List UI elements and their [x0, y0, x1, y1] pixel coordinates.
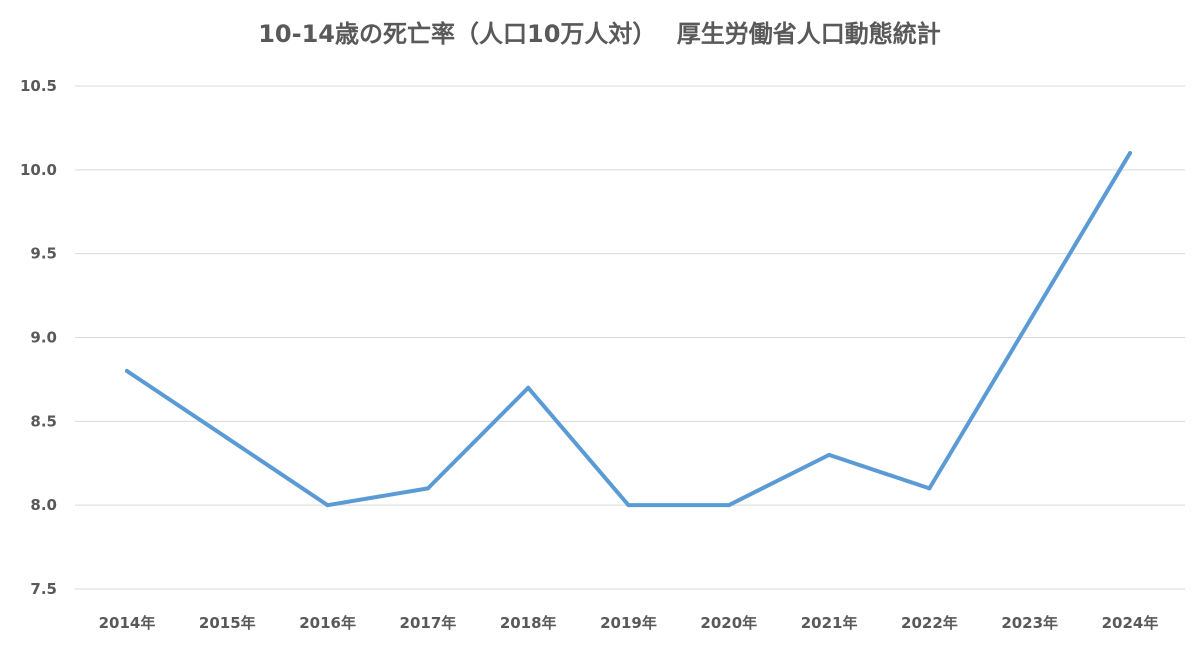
series-layer	[125, 151, 1132, 508]
series-line	[125, 151, 1132, 508]
gridlines	[75, 85, 1185, 590]
x-tick-label: 2019年	[600, 614, 657, 632]
x-tick-label: 2023年	[1001, 614, 1058, 632]
x-tick-label: 2021年	[801, 614, 858, 632]
chart-title: 10-14歳の死亡率（人口10万人対） 厚生労働省人口動態統計	[258, 20, 941, 48]
data-point	[325, 503, 330, 508]
data-point	[1027, 318, 1032, 323]
x-axis-ticks: 2014年 2015年 2016年 2017年 2018年 2019年 2020年 2021年…	[99, 614, 1159, 632]
x-tick-label: 2024年	[1102, 614, 1159, 632]
data-point	[626, 503, 631, 508]
y-tick-label: 8.0	[30, 496, 57, 514]
data-point	[225, 436, 230, 441]
data-point	[1128, 151, 1132, 156]
data-point	[927, 486, 932, 491]
x-tick-label: 2016年	[299, 614, 356, 632]
y-tick-label: 9.5	[30, 245, 57, 263]
x-tick-label: 2022年	[901, 614, 958, 632]
y-tick-label: 10.5	[20, 77, 57, 95]
data-point	[726, 503, 731, 508]
y-axis-ticks: 7.5 8.0 8.5 9.0 9.5 10.0 10.5	[20, 77, 57, 598]
x-tick-label: 2020年	[700, 614, 757, 632]
data-point	[827, 452, 832, 457]
data-point	[125, 369, 129, 374]
y-tick-label: 8.5	[30, 412, 57, 430]
x-tick-label: 2014年	[99, 614, 156, 632]
data-point	[425, 486, 430, 491]
data-point	[526, 385, 531, 390]
x-tick-label: 2018年	[500, 614, 557, 632]
y-tick-label: 7.5	[30, 580, 57, 598]
y-tick-label: 9.0	[30, 329, 57, 347]
y-tick-label: 10.0	[20, 161, 57, 179]
x-tick-label: 2015年	[199, 614, 256, 632]
x-tick-label: 2017年	[400, 614, 457, 632]
